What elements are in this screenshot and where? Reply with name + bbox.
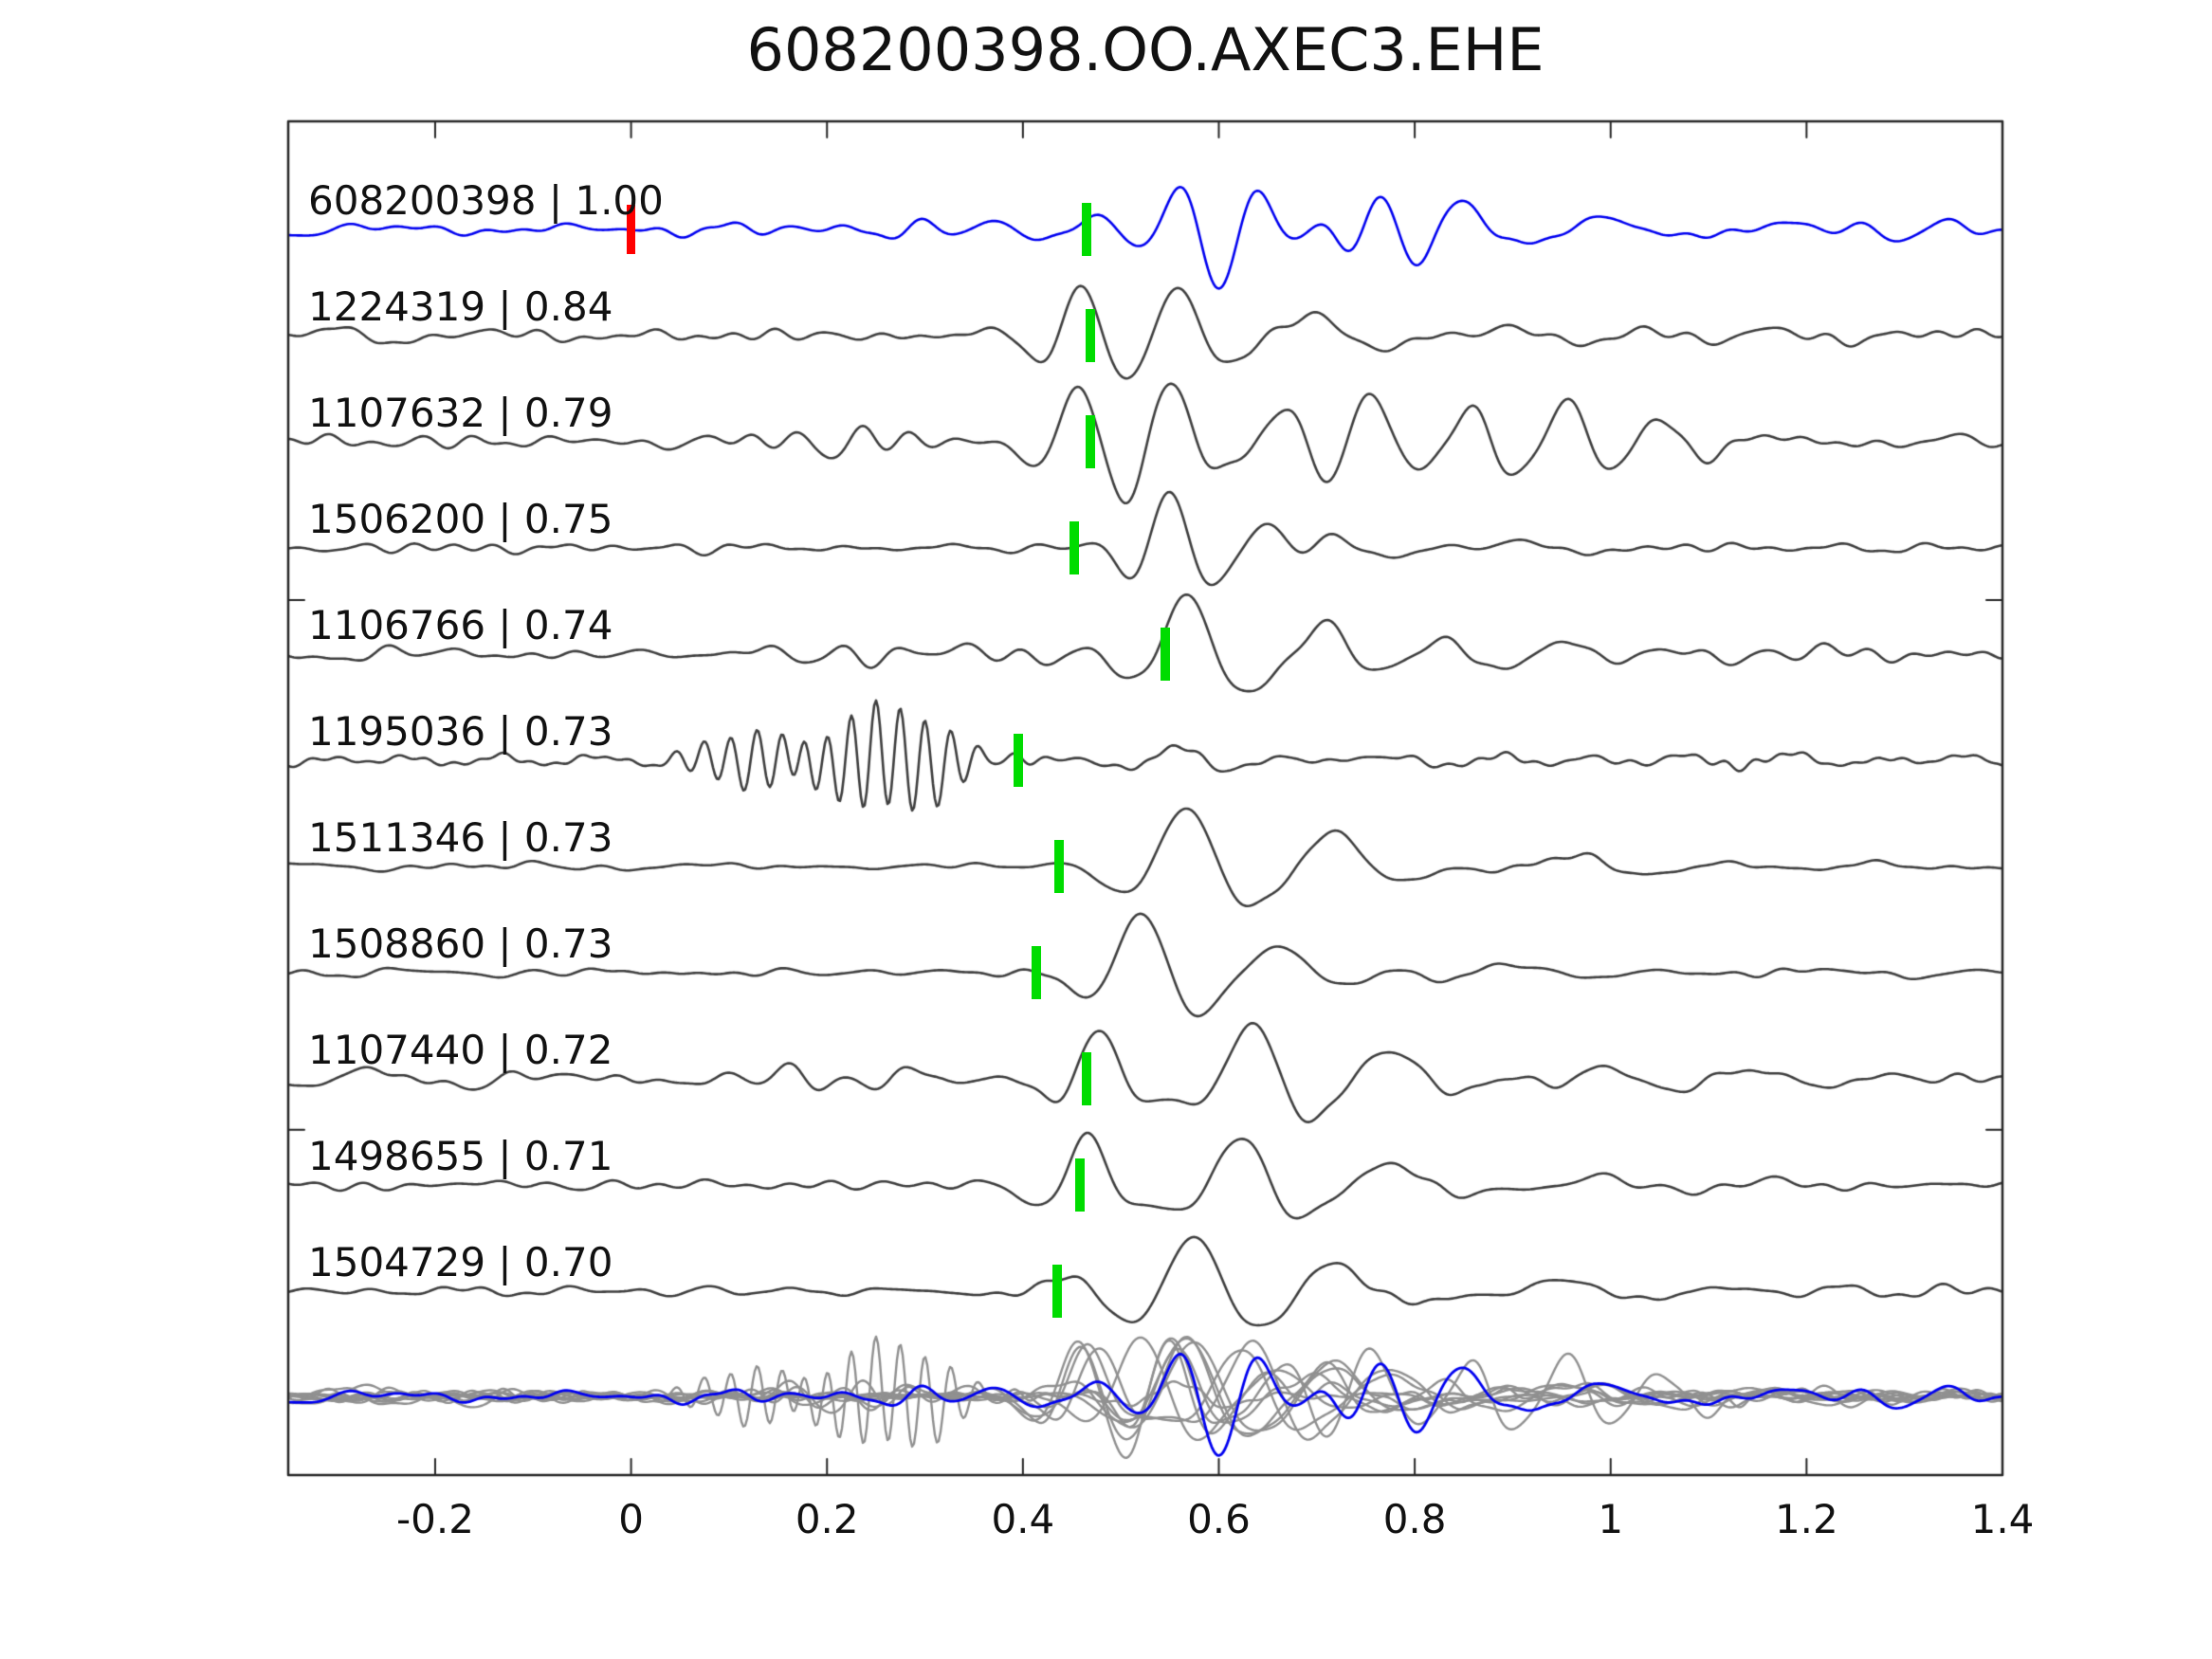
trace-label: 1511346 | 0.73 [308,814,613,861]
x-tick-label: 0.8 [1382,1496,1447,1542]
pick-marker [1086,415,1096,468]
trace-label: 608200398 | 1.00 [308,177,664,224]
x-tick-label: 0.4 [991,1496,1055,1542]
trace-label: 1107440 | 0.72 [308,1027,613,1073]
trace-label: 1504729 | 0.70 [308,1239,613,1285]
trace-label: 1107632 | 0.79 [308,390,613,436]
x-tick-label: 0.2 [795,1496,859,1542]
x-tick-label: 0 [618,1496,644,1542]
pick-marker [1082,1052,1091,1105]
x-tick-label: 1.2 [1774,1496,1838,1542]
x-tick-label: -0.2 [395,1496,474,1542]
pick-marker [1069,521,1079,574]
pick-marker [1086,309,1096,362]
x-tick-label: 1 [1598,1496,1624,1542]
x-tick-label: 0.6 [1187,1496,1251,1542]
pick-marker [1032,946,1042,999]
pick-marker [1052,1265,1063,1318]
trace-label: 1224319 | 0.84 [308,283,613,330]
pick-marker [1074,1158,1085,1212]
origin-marker [627,205,636,254]
trace-label: 1106766 | 0.74 [308,602,613,648]
pick-marker [1082,203,1091,256]
pick-marker [1054,840,1065,893]
trace-label: 1508860 | 0.73 [308,921,613,967]
pick-marker [1013,734,1023,787]
trace-label: 1195036 | 0.73 [308,708,613,755]
pick-marker [1160,628,1170,681]
trace-label: 1498655 | 0.71 [308,1133,613,1179]
x-tick-label: 1.4 [1970,1496,2035,1542]
trace-label: 1506200 | 0.75 [308,496,613,542]
